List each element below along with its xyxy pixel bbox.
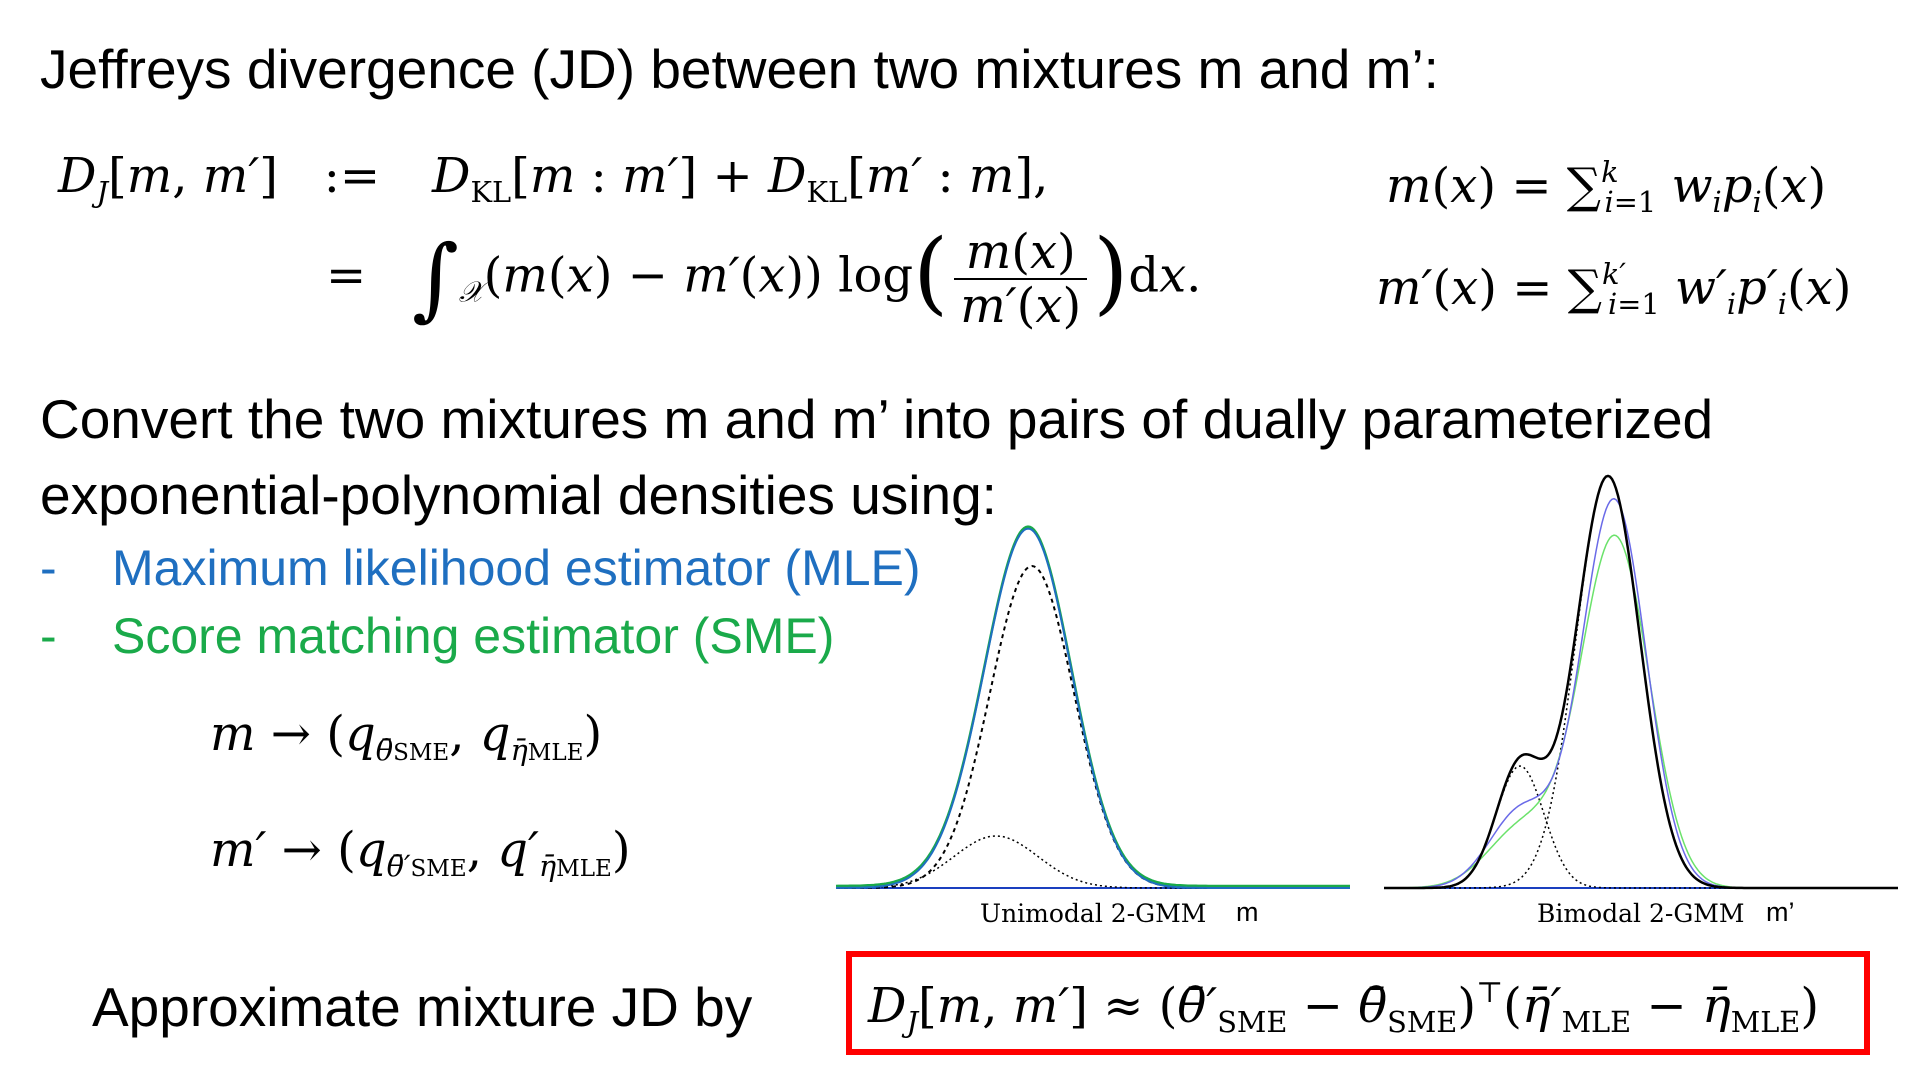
- jd-integral-form: = ∫𝒳(m(x) − m′(x)) log(m(x) m′(x))dx.: [326, 220, 1202, 334]
- jd-definition-lhs: DJ[m, m′] :=: [58, 148, 381, 210]
- slide-title: Jeffreys divergence (JD) between two mix…: [40, 38, 1439, 100]
- plot1-tag: m: [1236, 897, 1259, 927]
- approx-formula: DJ[m, m′] ≈ (θ̄′SME − θ̄SME)⊤(η̄′MLE − η…: [868, 975, 1820, 1040]
- plot1-sme-curve: [835, 525, 1350, 888]
- plot1-mle-curve: [835, 527, 1350, 889]
- conversion-text-line2: exponential-polynomial densities using:: [40, 464, 997, 526]
- mapping-m-prime: m′ → (qθ̄′SME, q′η̄MLE): [210, 822, 631, 884]
- mixture-m-definition: m(x) = ∑ki=1 wipi(x): [1386, 155, 1827, 220]
- plot2-component-right: [1384, 475, 1898, 889]
- bullet-mle-text: Maximum likelihood estimator (MLE): [112, 540, 921, 596]
- bullet-sme-text: Score matching estimator (SME): [112, 608, 835, 664]
- plot2-mixture-curve: [1384, 474, 1898, 890]
- bullet-mle: - Maximum likelihood estimator (MLE): [40, 543, 940, 599]
- plot2-caption: Bimodal 2-GMM: [1537, 899, 1745, 928]
- plot1-caption: Unimodal 2-GMM: [980, 899, 1207, 928]
- mixture-m-prime-definition: m′(x) = ∑k′i=1 w′ip′i(x): [1376, 257, 1852, 322]
- plot1-component-small: [836, 835, 1350, 889]
- approx-label: Approximate mixture JD by: [92, 976, 753, 1038]
- mapping-m: m → (qθ̄SME, qη̄MLE): [210, 706, 603, 768]
- bullet-dash: -: [40, 608, 57, 664]
- plot2-sme-curve: [1384, 534, 1898, 889]
- plot2-tag: m’: [1766, 897, 1795, 927]
- conversion-text-line1: Convert the two mixtures m and m’ into p…: [40, 388, 1714, 450]
- approx-formula-box: [846, 951, 1870, 1055]
- plot2-component-left: [1384, 765, 1898, 889]
- plot2-mle-curve: [1384, 497, 1898, 889]
- jd-definition-rhs: DKL[m : m′] + DKL[m′ : m],: [432, 148, 1049, 210]
- plot1-component-large: [836, 564, 1350, 889]
- bullet-sme: - Score matching estimator (SME): [40, 611, 940, 667]
- bullet-dash: -: [40, 540, 57, 596]
